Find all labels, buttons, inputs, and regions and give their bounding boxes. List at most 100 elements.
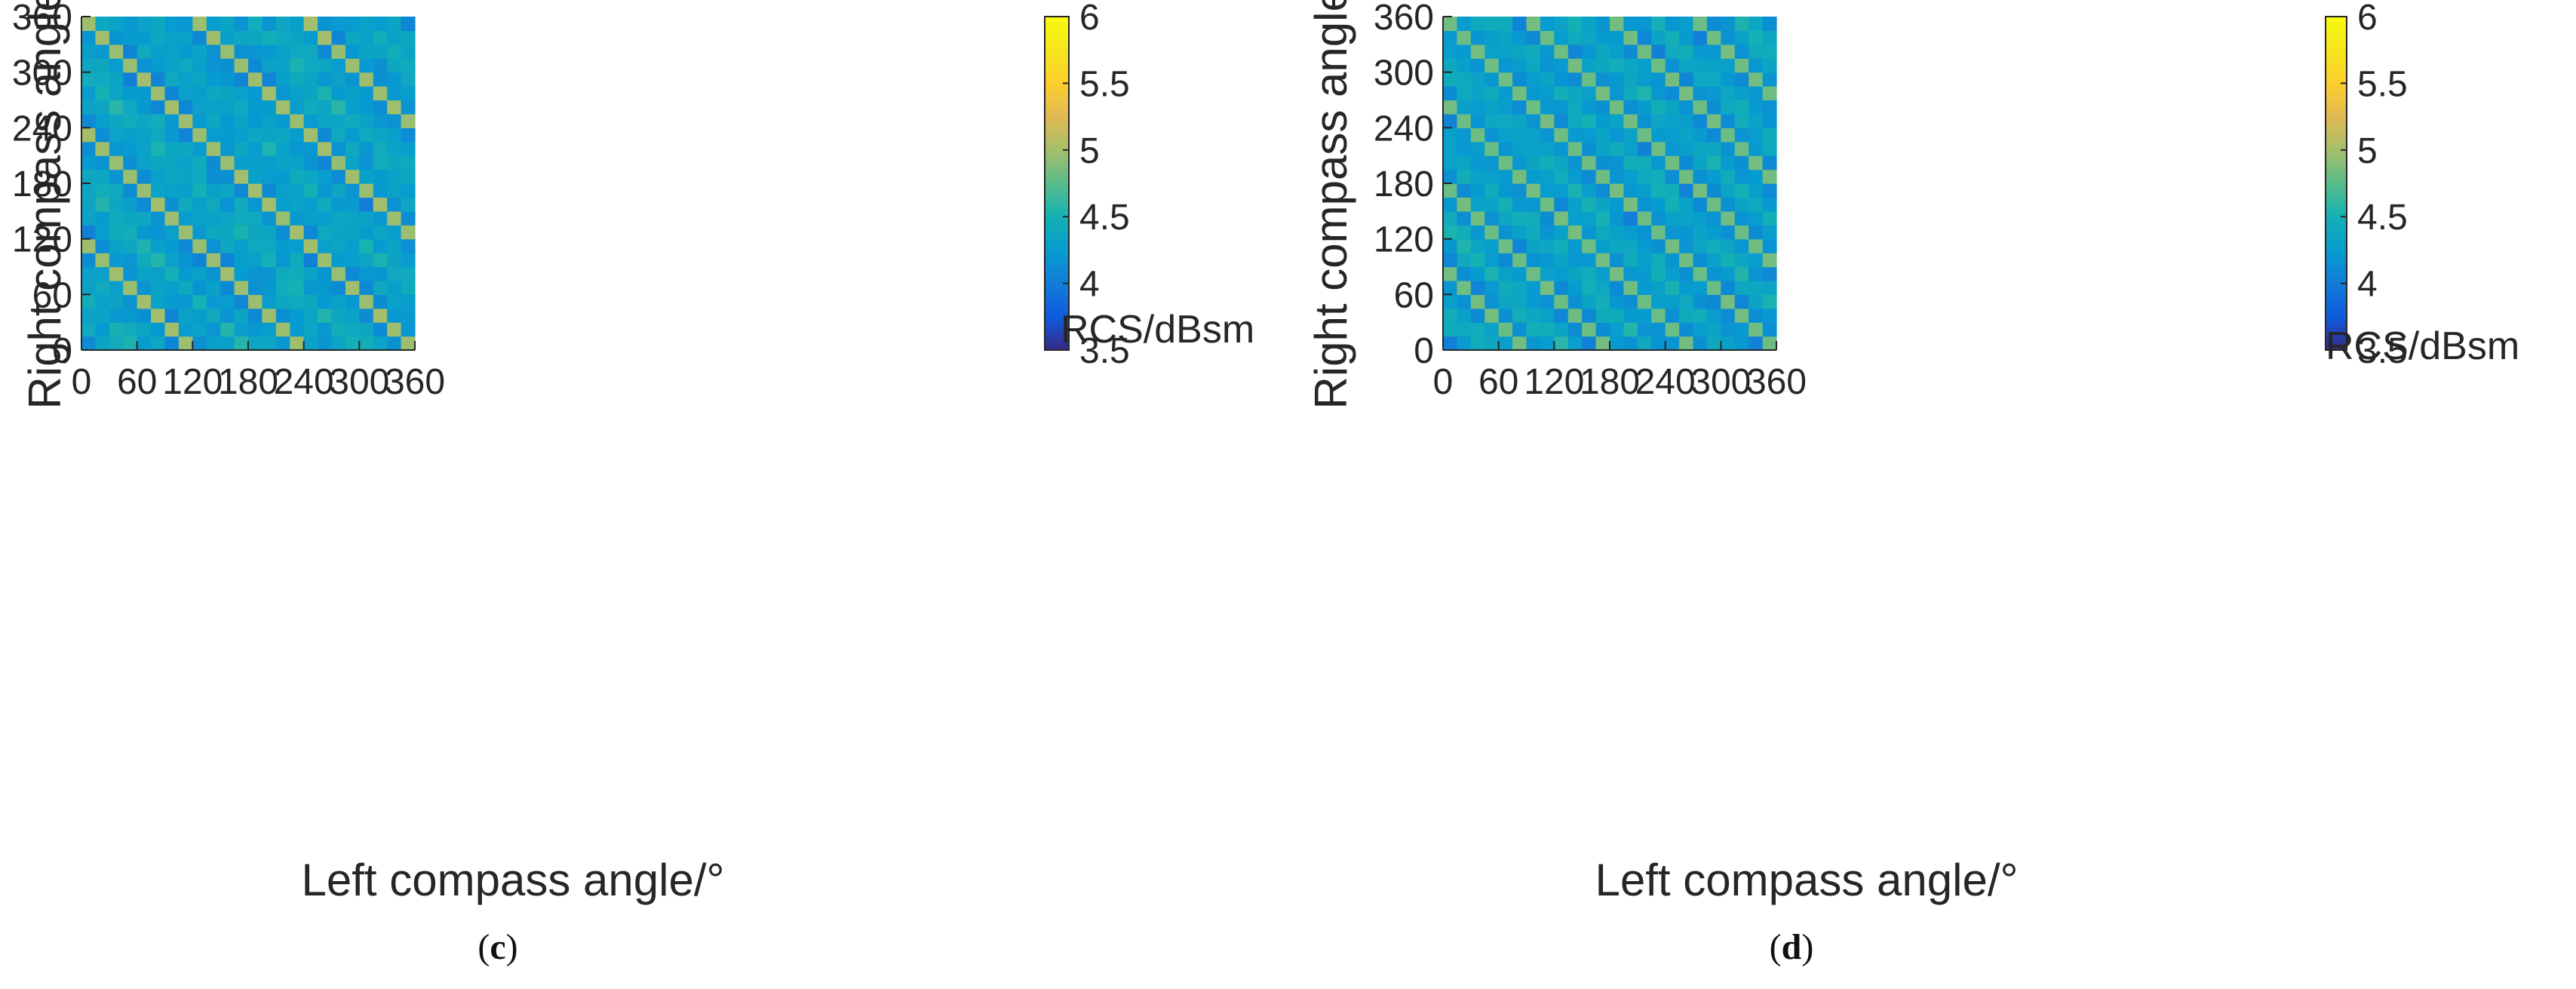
colorbar-segment (2326, 261, 2347, 264)
heatmap-cell (248, 225, 263, 240)
heatmap-cell (1582, 266, 1597, 281)
heatmap-cell (1595, 266, 1610, 281)
heatmap-cell (345, 183, 360, 198)
heatmap-cell (387, 225, 402, 240)
heatmap-cell (1721, 169, 1736, 184)
heatmap-cell (1693, 253, 1708, 268)
heatmap-cell (1470, 294, 1485, 309)
heatmap-cell (151, 308, 166, 323)
colorbar-segment (1045, 201, 1069, 204)
heatmap-cell (1526, 294, 1541, 309)
colorbar-segment (1045, 296, 1069, 299)
colorbar-segment (1045, 26, 1069, 29)
colorbar-segment (1045, 312, 1069, 314)
heatmap-cell (1457, 210, 1472, 226)
heatmap-cell (137, 17, 152, 32)
heatmap-cell (81, 210, 97, 226)
heatmap-cell (234, 266, 249, 281)
heatmap-cell (178, 183, 193, 198)
heatmap-cell (1721, 197, 1736, 212)
heatmap-cell (1679, 308, 1694, 323)
heatmap-cell (318, 322, 333, 337)
heatmap-cell (1470, 266, 1485, 281)
colorbar-segment (2326, 343, 2347, 346)
heatmap-cell (359, 169, 374, 184)
heatmap-cell (192, 169, 207, 184)
heatmap-cell (1485, 266, 1500, 281)
heatmap-cell (1610, 30, 1625, 45)
heatmap-cell (1651, 322, 1666, 337)
heatmap-cell (123, 308, 138, 323)
colorbar-segment (1045, 90, 1069, 93)
colorbar-segment (2326, 189, 2347, 192)
heatmap-cell (1734, 30, 1749, 45)
heatmap-cell (1582, 169, 1597, 184)
heatmap-cell (1679, 155, 1694, 170)
heatmap-cell (1610, 113, 1625, 128)
heatmap-cell (331, 44, 346, 59)
colorbar-segment (1045, 174, 1069, 177)
colorbar-segment (1045, 260, 1069, 263)
heatmap-cell (290, 127, 305, 143)
heatmap-cell (318, 30, 333, 45)
heatmap-cell (1679, 100, 1694, 115)
heatmap-cell (1595, 141, 1610, 156)
heatmap-cell (1749, 169, 1764, 184)
heatmap-cell (1512, 17, 1527, 32)
heatmap-cell (1637, 141, 1652, 156)
heatmap-cell (95, 253, 110, 268)
colorbar-tick-label: 4.5 (1079, 198, 1130, 238)
heatmap-cell (1567, 294, 1583, 309)
heatmap-cell (1637, 113, 1652, 128)
heatmap-cell (164, 86, 180, 101)
heatmap-cell (178, 197, 193, 212)
heatmap-cell (1595, 183, 1610, 198)
colorbar-segment (2326, 341, 2347, 344)
heatmap-cell (1749, 280, 1764, 295)
colorbar-segment (2326, 148, 2347, 151)
colorbar-segment (2326, 220, 2347, 223)
heatmap-cell (164, 294, 180, 309)
heatmap-cell (1567, 100, 1583, 115)
colorbar-segment (2326, 168, 2347, 170)
heatmap-cell (1595, 308, 1610, 323)
heatmap-cell (1582, 294, 1597, 309)
heatmap-cell (303, 141, 318, 156)
heatmap-cell (1706, 44, 1721, 59)
heatmap-cell (151, 322, 166, 337)
heatmap-cell (164, 141, 180, 156)
heatmap-cell (151, 266, 166, 281)
heatmap-cell (331, 308, 346, 323)
colorbar-segment (1045, 145, 1069, 147)
heatmap-cell (359, 17, 374, 32)
heatmap-cell (1665, 58, 1680, 73)
heatmap-cell (109, 266, 124, 281)
colorbar-segment (1045, 131, 1069, 134)
heatmap-cell (248, 86, 263, 101)
colorbar-segment (2326, 39, 2347, 42)
heatmap-cell (331, 155, 346, 170)
heatmap-cell (345, 58, 360, 73)
heatmap-cell (1734, 72, 1749, 87)
heatmap-cell (137, 155, 152, 170)
colorbar-segment (1045, 280, 1069, 282)
x-tick-label: 120 (162, 362, 223, 402)
heatmap-cell (373, 322, 388, 337)
heatmap-cell (1554, 197, 1569, 212)
colorbar-segment (2326, 134, 2347, 137)
heatmap-cell (1595, 210, 1610, 226)
heatmap-cell (1610, 197, 1625, 212)
heatmap-cell (1567, 17, 1583, 32)
heatmap-cell (1443, 141, 1458, 156)
heatmap-cell (1734, 210, 1749, 226)
heatmap-cell (262, 294, 277, 309)
heatmap-cell (164, 100, 180, 115)
heatmap-cell (234, 322, 249, 337)
colorbar-segment (2326, 113, 2347, 115)
heatmap-cell (1637, 17, 1652, 32)
heatmap-cell (1665, 100, 1680, 115)
heatmap-cell (1637, 336, 1652, 351)
heatmap-cell (1679, 183, 1694, 198)
colorbar-segment (1045, 163, 1069, 166)
colorbar-segment (1045, 28, 1069, 31)
